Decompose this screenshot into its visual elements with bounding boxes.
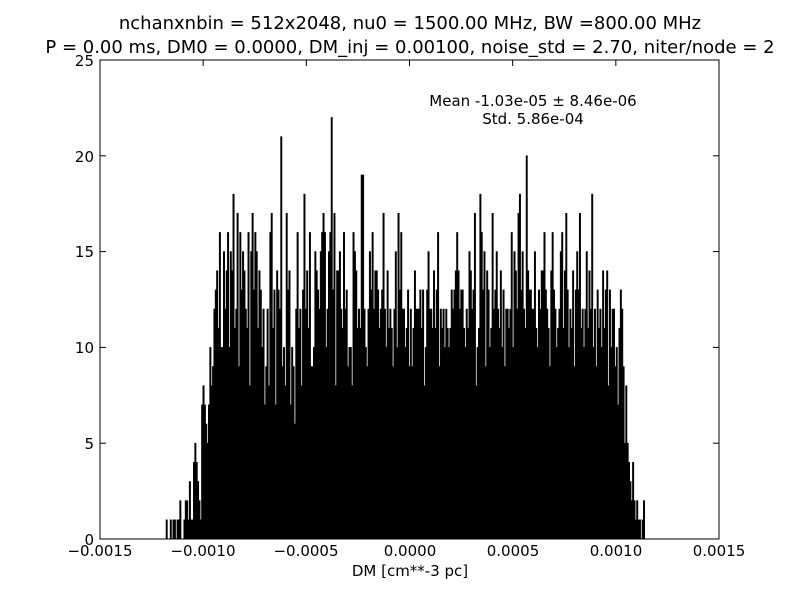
y-tick-label: 25 bbox=[75, 52, 94, 70]
chart-title-line-1: nchanxnbin = 512x2048, nu0 = 1500.00 MHz… bbox=[119, 13, 701, 34]
x-tick-label: −0.0005 bbox=[273, 542, 338, 560]
histogram-bar bbox=[165, 519, 168, 540]
x-axis-label: DM [cm**-3 pc] bbox=[352, 562, 468, 580]
histogram-bar bbox=[179, 500, 182, 540]
y-tick-label: 20 bbox=[75, 148, 94, 166]
x-tick-labels: −0.0015 −0.0010 −0.0005 0.0000 0.0005 0.… bbox=[67, 542, 745, 560]
histogram-bar bbox=[638, 519, 641, 540]
histogram-bar bbox=[169, 519, 172, 540]
y-tick-label: 0 bbox=[84, 531, 94, 549]
x-tick-label: 0.0000 bbox=[384, 542, 437, 560]
stats-std-annotation: Std. 5.86e-04 bbox=[482, 110, 584, 128]
stats-mean-annotation: Mean -1.03e-05 ± 8.46e-06 bbox=[429, 92, 636, 110]
x-tick-label: 0.0010 bbox=[590, 542, 643, 560]
x-tick-label: −0.0015 bbox=[67, 542, 132, 560]
y-tick-labels: 0 5 10 15 20 25 bbox=[75, 52, 94, 549]
chart-title-line-2: P = 0.00 ms, DM0 = 0.0000, DM_inj = 0.00… bbox=[45, 37, 774, 58]
histogram-bar bbox=[643, 500, 646, 540]
y-tick-label: 5 bbox=[84, 435, 94, 453]
x-tick-label: 0.0015 bbox=[693, 542, 746, 560]
x-tick-label: 0.0005 bbox=[487, 542, 540, 560]
axis-ticks bbox=[99, 59, 720, 540]
y-tick-label: 15 bbox=[75, 243, 94, 261]
y-tick-label: 10 bbox=[75, 339, 94, 357]
histogram-bar bbox=[173, 519, 176, 540]
x-tick-label: −0.0010 bbox=[170, 542, 235, 560]
